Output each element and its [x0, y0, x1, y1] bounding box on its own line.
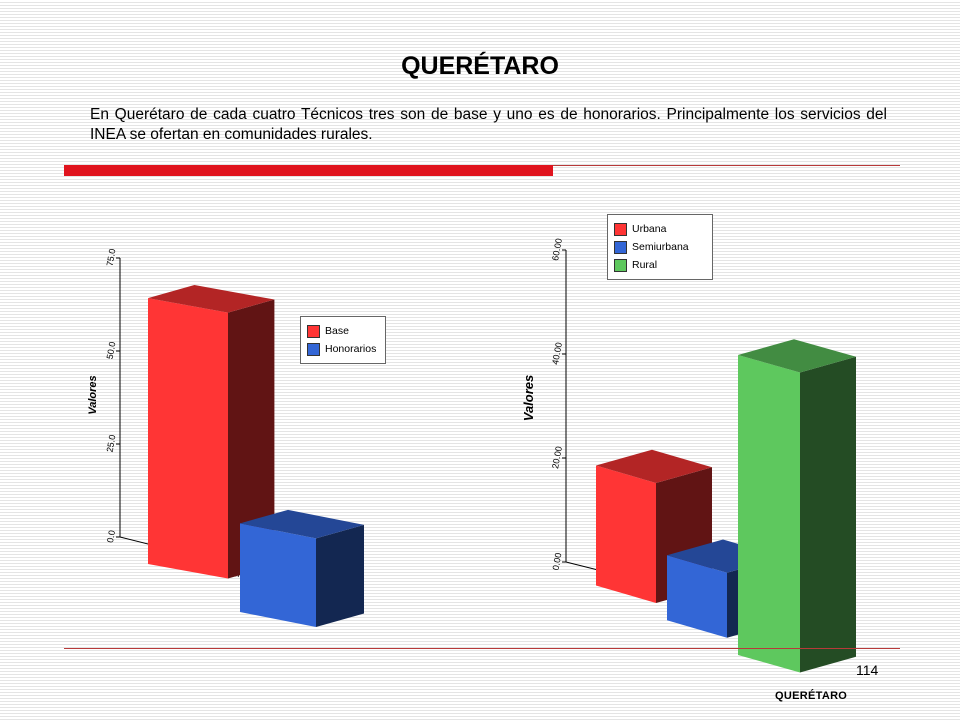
chart-tecnicos: 0.025.050.075.0ValoresFrecuenc a — [87, 248, 364, 627]
legend-item-semiurbana: Semiurbana — [614, 239, 706, 255]
footer-label: QUERÉTARO — [775, 690, 848, 702]
y-tick-label: 0.0 — [105, 529, 117, 543]
legend-item-base: Base — [307, 323, 379, 339]
legend-item-urbana: Urbana — [614, 221, 706, 237]
bar-honorarios-front — [240, 523, 316, 627]
legend-comunidades: Urbana Semiurbana Rural — [607, 214, 713, 280]
y-tick-label: 0.00 — [551, 552, 564, 571]
bar-honorarios — [240, 509, 364, 627]
legend-swatch-honorarios — [307, 342, 320, 356]
bar-base — [148, 285, 275, 579]
bar-base-side — [228, 299, 275, 579]
legend-label-semiurbana: Semiurbana — [632, 241, 689, 253]
legend-label-urbana: Urbana — [632, 223, 667, 235]
bar-rural — [738, 339, 856, 673]
y-axis-label: Valores — [87, 375, 99, 414]
bar-honorarios-side — [316, 524, 364, 627]
legend-tecnicos: Base Honorarios — [300, 316, 386, 364]
y-tick-label: 50.0 — [105, 341, 118, 360]
bottom-divider — [64, 648, 900, 649]
y-tick-label: 75.0 — [105, 248, 118, 267]
bar-rural-side — [800, 356, 856, 673]
bar-semiurbana-front — [667, 555, 727, 638]
legend-swatch-semiurbana — [614, 240, 627, 254]
bar-base-top — [148, 285, 275, 313]
bar-honorarios-top — [240, 509, 364, 539]
y-tick-label: 20.00 — [550, 446, 564, 470]
bar-rural-top — [738, 339, 856, 373]
legend-swatch-rural — [614, 258, 627, 272]
bar-rural-front — [738, 355, 800, 673]
legend-label-base: Base — [325, 325, 349, 337]
bar-urbana-top — [596, 449, 712, 483]
legend-swatch-base — [307, 324, 320, 338]
page-number: 114 — [856, 662, 879, 678]
accent-bar — [64, 165, 553, 176]
bar-urbana-front — [596, 465, 656, 603]
legend-swatch-urbana — [614, 222, 627, 236]
y-tick-label: 25.0 — [105, 434, 118, 453]
legend-item-rural: Rural — [614, 257, 706, 273]
page-title: QUERÉTARO — [401, 52, 559, 80]
legend-label-honorarios: Honorarios — [325, 343, 377, 355]
y-tick-label: 60.00 — [550, 238, 564, 262]
legend-label-rural: Rural — [632, 259, 658, 271]
y-tick-label: 40.00 — [550, 342, 564, 366]
y-axis-label: Valores — [521, 375, 536, 422]
bar-base-front — [148, 298, 228, 579]
intro-paragraph: En Querétaro de cada cuatro Técnicos tre… — [90, 106, 887, 143]
legend-item-honorarios: Honorarios — [307, 341, 379, 357]
